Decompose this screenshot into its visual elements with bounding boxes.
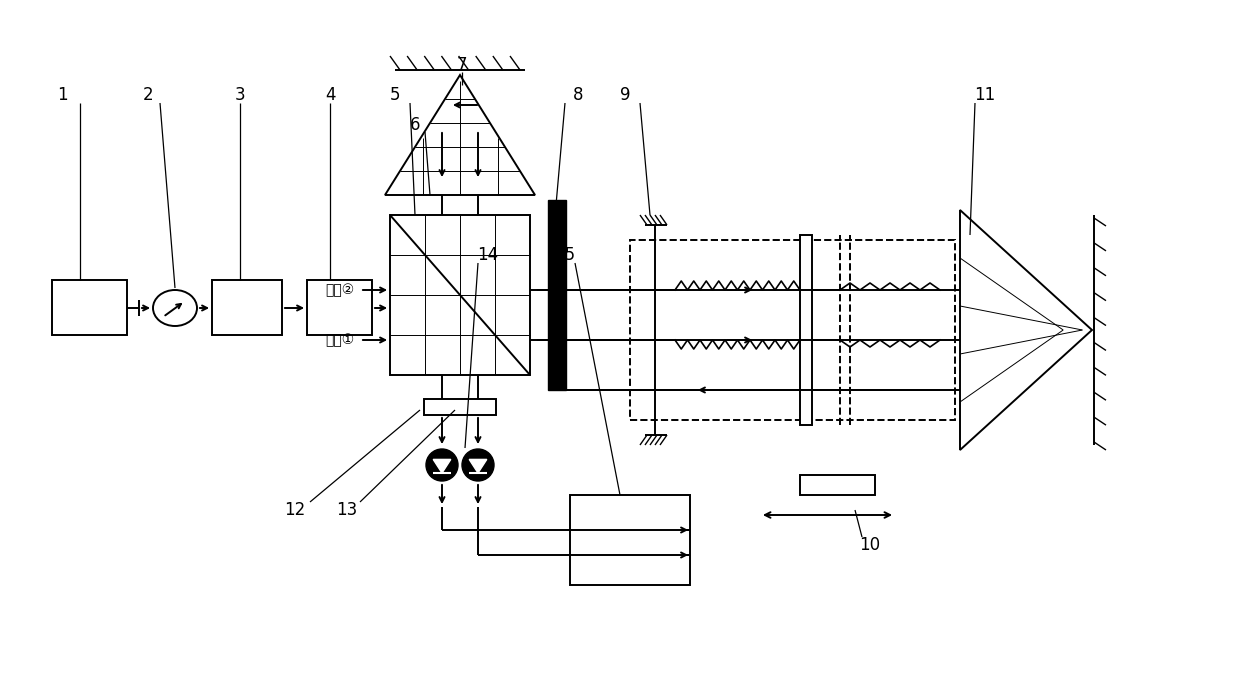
Bar xyxy=(548,200,565,390)
Bar xyxy=(52,280,126,335)
Bar xyxy=(424,399,496,415)
Bar xyxy=(800,235,812,425)
Text: 12: 12 xyxy=(284,501,305,519)
Text: 14: 14 xyxy=(477,246,498,264)
Bar xyxy=(630,240,955,420)
Text: 6: 6 xyxy=(409,116,420,134)
Text: 15: 15 xyxy=(554,246,575,264)
Text: 10: 10 xyxy=(859,536,880,554)
Polygon shape xyxy=(469,460,487,473)
Text: 5: 5 xyxy=(389,86,401,104)
Text: 1: 1 xyxy=(57,86,67,104)
Text: 7: 7 xyxy=(456,56,467,74)
Bar xyxy=(308,280,372,335)
Bar xyxy=(800,475,875,495)
Circle shape xyxy=(463,449,494,481)
Text: 4: 4 xyxy=(325,86,335,104)
Text: 11: 11 xyxy=(975,86,996,104)
Text: 光束②: 光束② xyxy=(326,283,355,297)
Circle shape xyxy=(427,449,458,481)
Text: 光束①: 光束① xyxy=(326,333,355,347)
Polygon shape xyxy=(433,460,451,473)
Text: 3: 3 xyxy=(234,86,246,104)
Text: 13: 13 xyxy=(336,501,357,519)
Text: 9: 9 xyxy=(620,86,630,104)
Bar xyxy=(391,215,529,375)
Bar xyxy=(212,280,281,335)
Bar xyxy=(570,495,689,585)
Text: 8: 8 xyxy=(573,86,583,104)
Text: 2: 2 xyxy=(143,86,154,104)
